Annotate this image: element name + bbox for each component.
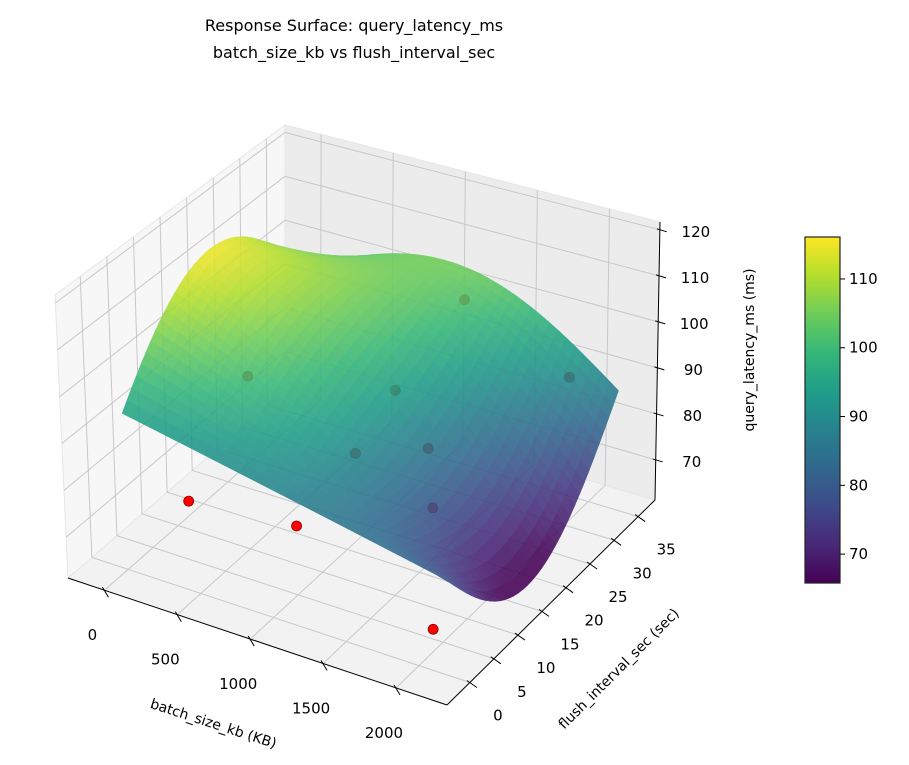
z-axis-label: query_latency_ms (ms) [742,268,758,431]
x-tick [393,684,401,696]
z-tick-label: 120 [682,223,711,241]
z-tick-label: 110 [681,269,710,287]
colorbar-tick-label: 90 [849,408,868,426]
y-tick-label: 15 [560,635,579,653]
y-tick-label: 25 [609,588,628,606]
z-tick [655,320,666,325]
x-axis-line [67,577,448,706]
y-tick [514,632,526,641]
scatter-point [427,623,439,635]
y-grid-line [106,256,495,660]
z-grid-line [59,219,659,398]
y-tick-label: 0 [493,706,503,724]
y-tick [490,656,502,665]
z-tick [656,228,668,233]
y-tick [610,537,622,546]
y-tick [538,608,550,617]
z-tick-label: 90 [684,361,703,379]
colorbar-tick-label: 80 [849,476,868,494]
y-tick [634,514,646,522]
colorbar-tick-label: 100 [849,339,878,357]
scatter-point [183,495,195,507]
x-tick [174,611,182,622]
x-tick-label: 1500 [292,699,330,717]
y-tick [466,680,478,688]
z-tick-label: 70 [682,453,701,471]
response-surface [121,236,619,602]
z-tick-label: 80 [683,407,702,425]
surface-patch [437,575,452,584]
x-tick-label: 0 [88,626,98,644]
axes: 0500100015002000051015202530357080901001… [67,221,711,742]
y-tick-label: 30 [633,564,652,582]
y-tick [562,585,574,594]
chart-subtitle: batch_size_kb vs flush_interval_sec [213,43,495,63]
y-tick [586,561,598,570]
y-tick-label: 10 [536,659,555,677]
x-tick [320,660,328,671]
z-tick-label: 100 [680,315,709,333]
z-tick [653,412,664,417]
x-tick [247,635,255,647]
z-tick [654,366,665,371]
y-grid-line [132,237,519,636]
colorbar-tick-label: 110 [849,270,878,288]
x-tick-label: 500 [151,651,180,669]
z-tick [652,458,663,463]
x-axis-label: batch_size_kb (KB) [148,696,278,752]
y-grid-line [79,276,471,683]
z-axis-line [654,221,661,501]
x-grid-line [395,208,611,689]
z-grid-line [57,175,660,351]
colorbar-tick-label: 70 [849,545,868,563]
z-tick [655,274,667,279]
colorbar-gradient [804,236,841,584]
z-grid-line [55,131,660,304]
y-axis-label: flush_interval_sec (sec) [556,606,683,733]
y-tick-label: 20 [584,612,603,630]
x-tick [102,586,109,598]
scatter-point [291,520,302,532]
chart-title: Response Surface: query_latency_ms [205,16,503,36]
y-axis-line [446,499,656,706]
y-tick-label: 5 [517,683,527,701]
y-grid-line [159,217,543,612]
x-tick-label: 2000 [365,724,403,742]
colorbar: 70 80 90 100 110 [804,236,878,584]
y-tick-label: 35 [657,541,676,559]
x-tick-label: 1000 [219,675,257,693]
